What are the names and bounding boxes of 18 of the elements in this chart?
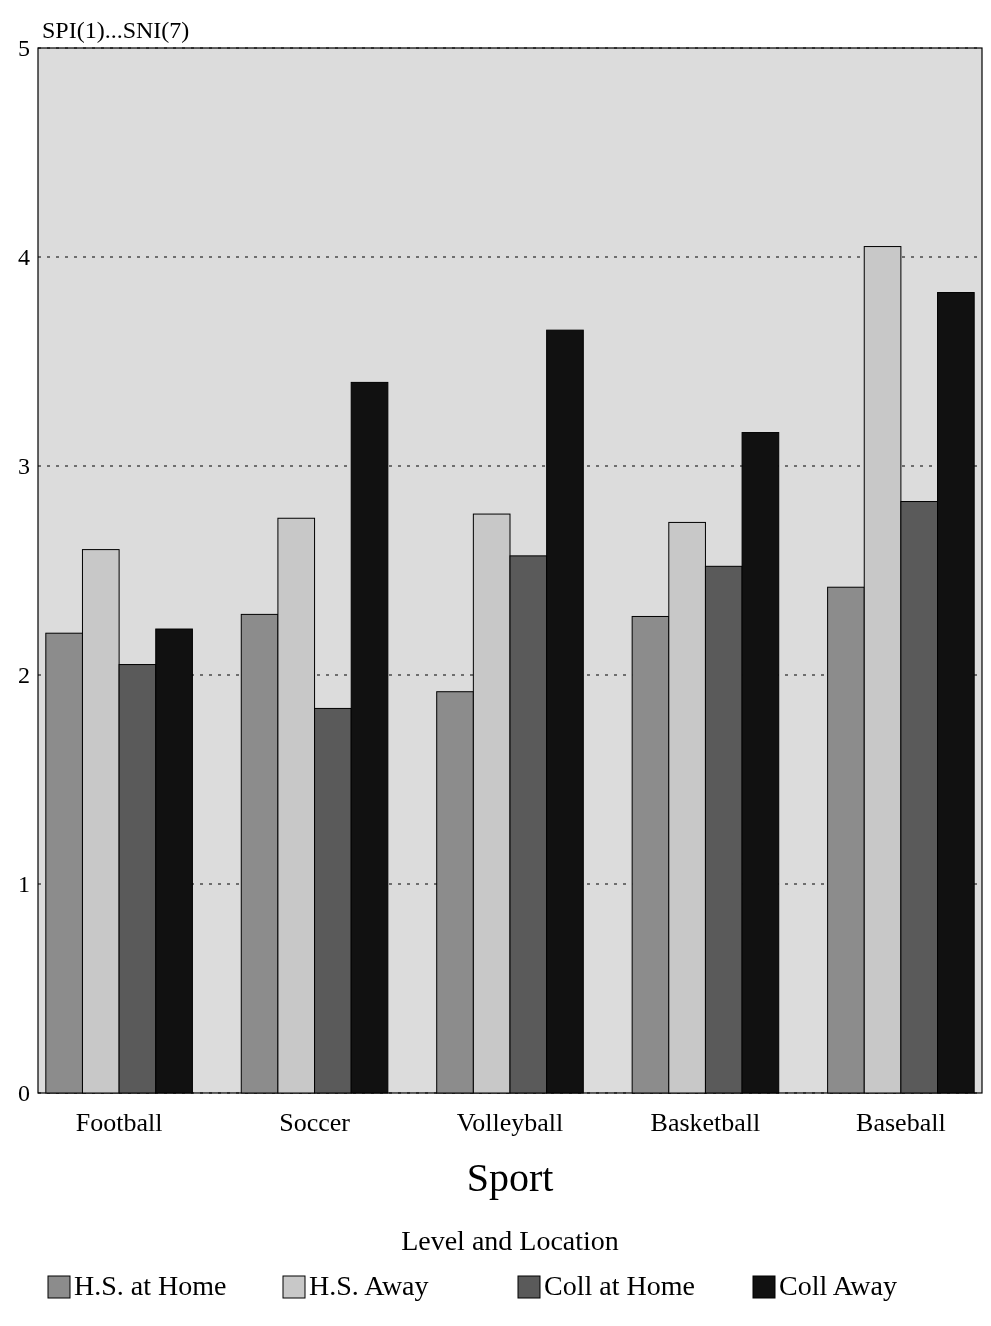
y-tick-label: 4 — [18, 244, 30, 271]
y-tick-label: 3 — [18, 453, 30, 480]
x-tick-label: Basketball — [650, 1108, 761, 1137]
x-tick-label: Baseball — [856, 1108, 946, 1137]
legend-label: Coll Away — [779, 1270, 897, 1301]
y-tick-label: 2 — [18, 662, 30, 689]
legend-label: H.S. at Home — [74, 1270, 227, 1301]
x-axis-title: Sport — [466, 1155, 554, 1200]
legend-label: H.S. Away — [309, 1270, 429, 1301]
x-tick-label: Football — [75, 1108, 163, 1137]
y-tick-label: 0 — [18, 1080, 30, 1107]
y-tick-label: 1 — [18, 871, 30, 898]
x-tick-label: Volleyball — [456, 1108, 564, 1137]
y-axis-title: SPI(1)...SNI(7) — [42, 17, 190, 43]
x-tick-label: Soccer — [279, 1108, 351, 1137]
legend-title: Level and Location — [401, 1225, 619, 1256]
y-tick-label: 5 — [18, 35, 30, 62]
legend-label: Coll at Home — [544, 1270, 695, 1301]
